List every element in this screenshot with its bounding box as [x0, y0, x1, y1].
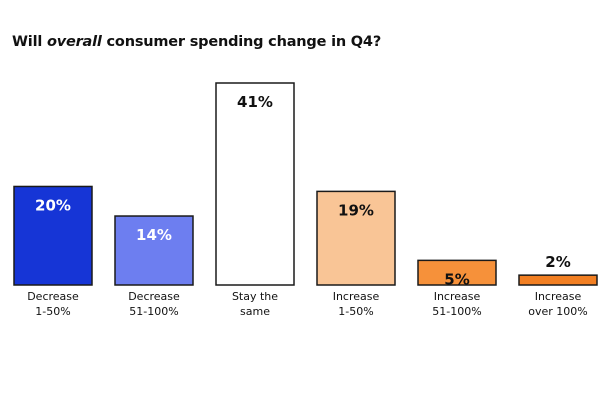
bar-2	[215, 82, 295, 286]
bar-value-label-1: 14%	[136, 226, 172, 244]
bar-value-label-4: 5%	[444, 270, 469, 288]
category-label-4-line-1: 51-100%	[432, 305, 481, 318]
category-label-0-line-1: 1-50%	[35, 305, 70, 318]
bar-value-label-3: 19%	[338, 201, 374, 219]
bar-value-label-5: 2%	[545, 253, 570, 271]
bar-0	[13, 185, 93, 286]
category-label-5-line-1: over 100%	[528, 305, 587, 318]
chart-title: Will overall consumer spending change in…	[12, 34, 381, 50]
category-label-1-line-1: 51-100%	[129, 305, 178, 318]
bar-5	[518, 274, 598, 286]
category-label-5-line-0: Increase	[535, 290, 582, 303]
chart-title-end: consumer spending change in Q4?	[101, 34, 382, 50]
chart-title-start: Will	[12, 34, 47, 50]
category-label-2-line-0: Stay the	[232, 290, 278, 303]
bar-3	[316, 190, 396, 286]
category-label-4-line-0: Increase	[434, 290, 481, 303]
category-label-3-line-0: Increase	[333, 290, 380, 303]
bar-value-label-2: 41%	[237, 93, 273, 111]
bar-value-label-0: 20%	[35, 196, 71, 214]
category-label-0-line-0: Decrease	[27, 290, 79, 303]
bar-4	[417, 259, 497, 286]
category-label-1-line-0: Decrease	[128, 290, 180, 303]
category-label-2-line-1: same	[240, 305, 270, 318]
bar-1	[114, 215, 194, 286]
chart-title-emphasis: overall	[46, 34, 102, 50]
category-label-3-line-1: 1-50%	[338, 305, 373, 318]
